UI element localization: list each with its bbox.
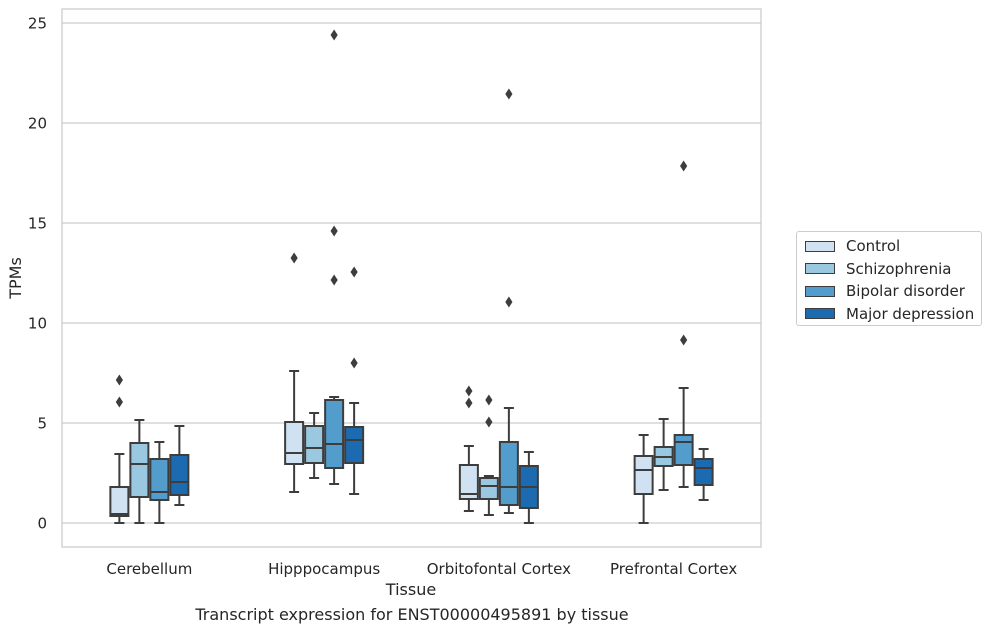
outlier-point <box>680 334 688 346</box>
x-tick-label: Orbitofontal Cortex <box>427 560 571 578</box>
x-tick-labels: Cerebellum Hipppocampus Orbitofontal Corte… <box>106 560 737 578</box>
outlier-point <box>680 160 688 172</box>
y-tick-label: 25 <box>28 15 47 33</box>
box-control <box>633 434 654 524</box>
box-iqr <box>304 425 325 464</box>
plot-area-border <box>61 8 762 548</box>
box-groups <box>109 29 714 524</box>
outlier-point <box>350 357 358 369</box>
x-tick-label: Prefrontal Cortex <box>610 560 737 578</box>
legend-item: Major depression <box>805 304 974 324</box>
box-control <box>458 385 479 512</box>
box-major-depression <box>518 451 539 524</box>
legend-swatch <box>805 240 835 252</box>
box-iqr <box>149 458 170 501</box>
outlier-point <box>465 385 473 397</box>
y-tick-labels: 0 5 10 15 20 25 <box>28 15 47 533</box>
outlier-point <box>290 252 298 264</box>
box-bipolar-disorder <box>149 441 170 524</box>
outlier-point <box>350 266 358 278</box>
box-iqr <box>478 477 499 500</box>
y-tick-label: 20 <box>28 115 47 133</box>
box-schizophrenia <box>129 419 150 524</box>
outlier-point <box>115 396 123 408</box>
y-tick-label: 0 <box>37 515 47 533</box>
legend-label: Control <box>846 237 901 255</box>
y-tick-label: 5 <box>37 415 47 433</box>
box-iqr <box>169 454 190 496</box>
box-control <box>109 374 130 524</box>
outlier-point <box>485 394 493 406</box>
box-major-depression <box>693 448 714 501</box>
outlier-point <box>115 374 123 386</box>
outlier-point <box>465 397 473 409</box>
box-iqr <box>633 455 654 495</box>
box-bipolar-disorder <box>324 29 345 485</box>
box-major-depression <box>344 266 365 495</box>
legend-swatch <box>805 263 835 274</box>
box-major-depression <box>169 425 190 506</box>
y-tick-label: 15 <box>28 215 47 233</box>
box-iqr <box>344 426 365 464</box>
outlier-point <box>330 274 338 286</box>
outlier-point <box>330 29 338 41</box>
y-axis-label: TPMs <box>6 257 25 300</box>
legend: Control Schizophrenia Bipolar disorder Majo… <box>796 231 982 326</box>
legend-swatch <box>805 308 835 319</box>
box-schizophrenia <box>653 418 674 491</box>
legend-swatch <box>805 285 835 297</box>
box-iqr <box>109 486 130 517</box>
box-iqr <box>284 421 305 465</box>
box-iqr <box>498 441 519 506</box>
y-tick-label: 10 <box>28 315 47 333</box>
outlier-point <box>505 296 513 308</box>
box-iqr <box>129 442 150 498</box>
box-control <box>284 252 305 493</box>
x-tick-label: Hipppocampus <box>268 560 380 578</box>
box-iqr <box>458 464 479 500</box>
legend-label: Schizophrenia <box>846 259 952 278</box>
box-schizophrenia <box>478 394 499 516</box>
outlier-point <box>505 88 513 100</box>
x-axis-label: Tissue <box>385 580 436 599</box>
box-iqr <box>673 434 694 466</box>
outlier-point <box>330 225 338 237</box>
outlier-point <box>485 416 493 428</box>
legend-label: Major depression <box>846 304 975 323</box>
legend-label: Bipolar disorder <box>846 282 965 300</box>
figure-caption: Transcript expression for ENST0000049589… <box>195 605 629 624</box>
legend-item: Schizophrenia <box>805 259 951 279</box>
legend-item: Control <box>805 236 900 256</box>
box-iqr <box>693 458 714 486</box>
box-bipolar-disorder <box>498 88 519 514</box>
x-tick-label: Cerebellum <box>106 560 192 578</box>
box-iqr <box>324 399 345 469</box>
legend-item: Bipolar disorder <box>805 281 965 301</box>
box-schizophrenia <box>304 412 325 479</box>
box-bipolar-disorder <box>673 160 694 488</box>
